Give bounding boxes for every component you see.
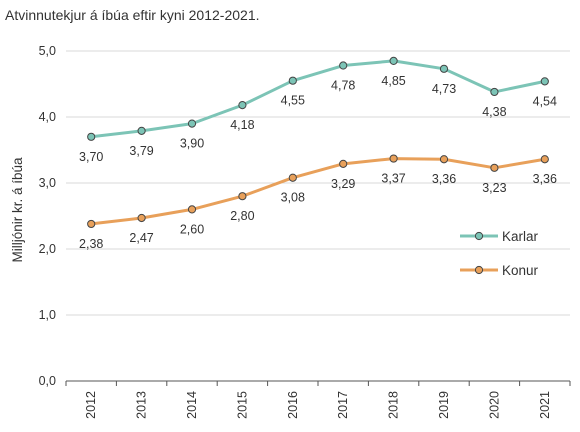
x-tick-label: 2017 (336, 391, 350, 419)
x-tick-label: 2012 (84, 391, 98, 419)
data-label: 4,55 (281, 94, 305, 108)
data-label: 4,38 (482, 105, 506, 119)
data-label: 2,80 (230, 209, 254, 223)
legend-item-konur: Konur (460, 263, 539, 278)
data-point (439, 64, 449, 73)
y-tick-label: 1,0 (39, 308, 56, 322)
data-point (490, 163, 499, 172)
y-tick-label: 0,0 (39, 374, 56, 388)
y-tick-label: 4,0 (39, 110, 56, 124)
data-point (540, 77, 549, 86)
x-tick-label: 2018 (387, 391, 401, 419)
series-line (89, 157, 547, 226)
data-label: 4,85 (381, 74, 405, 88)
data-point (389, 154, 398, 163)
data-point (238, 101, 247, 110)
legend-marker (474, 265, 484, 275)
data-label: 3,79 (129, 144, 153, 158)
data-label: 3,36 (533, 172, 557, 186)
data-label: 2,47 (129, 231, 153, 245)
series-konur: 2,38 2,47 2,60 2,80 3,08 3,29 3,37 3,36 3,23 3,36 (79, 154, 557, 251)
data-point (540, 155, 549, 164)
x-axis-ticks: 2012 2013 2014 2015 2016 2017 2018 2019 2020 2021 (65, 381, 571, 419)
y-tick-label: 3,0 (39, 176, 56, 190)
data-point (187, 119, 197, 128)
data-label: 2,60 (180, 222, 204, 236)
legend-marker (474, 231, 484, 241)
data-point (288, 76, 297, 85)
data-point (87, 219, 96, 229)
data-label: 3,08 (281, 191, 305, 205)
data-label: 3,90 (180, 137, 204, 151)
data-point (439, 155, 449, 164)
x-tick-label: 2021 (538, 391, 552, 419)
data-point (137, 213, 146, 223)
legend-item-karlar: Karlar (460, 229, 539, 244)
data-label: 4,18 (230, 118, 254, 132)
x-tick-label: 2013 (135, 391, 149, 419)
data-point (137, 126, 146, 135)
x-tick-label: 2014 (185, 391, 199, 419)
data-label: 3,36 (432, 172, 456, 186)
data-label: 4,73 (432, 82, 456, 96)
data-point (87, 132, 96, 141)
series-group: 3,70 3,79 3,90 4,18 4,55 4,78 4,85 4,73 4,38 4,54… (79, 56, 557, 251)
y-tick-label: 5,0 (39, 44, 56, 58)
x-tick-label: 2016 (286, 391, 300, 419)
data-label: 3,37 (381, 172, 405, 186)
data-point (187, 205, 197, 214)
legend: Karlar Konur (460, 229, 539, 278)
data-label: 4,78 (331, 79, 355, 93)
x-tick-label: 2020 (487, 391, 501, 419)
legend-label: Karlar (502, 229, 539, 244)
y-axis-ticks: 0,0 1,0 2,0 3,0 4,0 5,0 (39, 44, 56, 388)
legend-label: Konur (502, 263, 539, 278)
data-point (389, 56, 398, 66)
data-point (288, 173, 297, 182)
data-point (238, 192, 247, 201)
x-tick-label: 2019 (437, 391, 451, 419)
data-point (490, 87, 499, 97)
x-tick-label: 2015 (235, 391, 249, 419)
data-point (339, 61, 348, 70)
data-label: 4,54 (533, 94, 557, 108)
data-label: 3,29 (331, 177, 355, 191)
chart-title: Atvinnutekjur á íbúa eftir kyni 2012-202… (5, 7, 260, 23)
data-label: 3,70 (79, 150, 103, 164)
series-karlar: 3,70 3,79 3,90 4,18 4,55 4,78 4,85 4,73 4,38 4,54 (79, 56, 557, 164)
data-label: 2,38 (79, 237, 103, 251)
y-axis-title: Milljónir kr. á íbúa (10, 157, 25, 263)
data-point (339, 159, 348, 168)
data-label: 3,23 (482, 181, 506, 195)
series-line (89, 59, 547, 139)
y-tick-label: 2,0 (39, 242, 56, 256)
